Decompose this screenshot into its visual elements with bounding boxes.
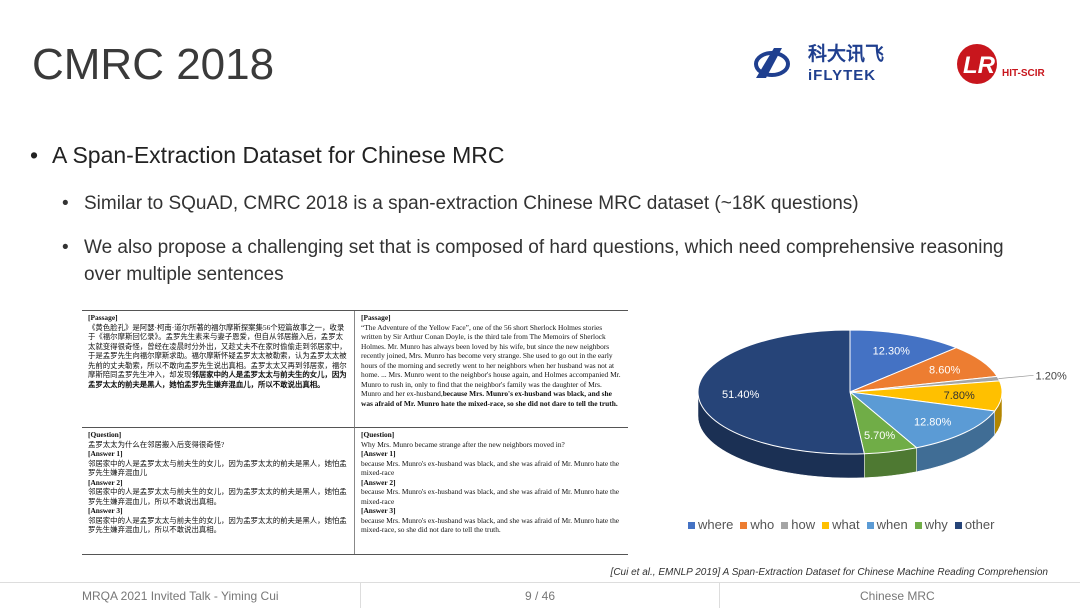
pie-tops [697,329,1003,455]
example-table: [Passage] 《黄色脸孔》是阿瑟·柯南·道尔所著的福尔摩斯探案集56个短篇故… [82,310,628,555]
answer-text: 邻居家中的人是孟罗太太与前夫生的女儿，因为孟罗太太的前夫是黑人，她怕孟罗先生嫌弃… [88,458,347,478]
logo-text: HIT-SCIR [1002,68,1046,79]
cell-label: [Question] [361,430,395,440]
legend-label: where [698,517,734,532]
table-cell: [Passage] “The Adventure of the Yellow Fa… [355,311,628,427]
legend-item: when [866,517,908,532]
legend-item: what [822,517,860,532]
logo-text: LR [963,52,996,79]
sub-bullet: • We also propose a challenging set that … [62,234,1062,288]
pie-slice [848,391,996,449]
slice-label: 1.20% [1036,370,1067,382]
citation: [Cui et al., EMNLP 2019] A Span-Extracti… [610,567,1048,578]
pie-chart: 12.30% 8.60% 1.20% 7.80% 12.80% 5.70% 51.40% [697,329,1067,479]
cell-text: Why Mrs. Munro became strange after the … [361,439,565,449]
legend-label: when [876,517,908,532]
cell-text: “The Adventure of the Yellow Face”, one … [361,322,621,399]
logo-mark [957,44,997,84]
cell-label: [Question] [88,430,122,440]
legend-swatch [740,522,748,530]
logos: 科大讯飞 iFLYTEK LR HIT-SCIR [754,42,1046,84]
answer-label: [Answer 3] [88,506,123,516]
answer-label: [Answer 1] [361,449,396,459]
legend-label: why [924,517,948,532]
legend-swatch [866,522,874,530]
logo-mark [754,51,790,77]
pie-slice [849,347,998,393]
legend-label: who [750,517,775,532]
table-cell: [Question] 孟罗太太为什么在邻居搬入后变得很奇怪? [Answer 1] 邻… [82,427,355,554]
answer-text: because Mrs. Munro's ex-husband was blac… [361,487,620,506]
answer-label: [Answer 2] [88,477,123,487]
legend-item: where [688,517,733,532]
cell-label: [Passage] [88,313,118,322]
footer-right: Chinese MRC [860,589,935,603]
answer-label: [Answer 1] [88,449,123,459]
legend-item: how [781,517,815,532]
bullet-text: A Span-Extraction Dataset for Chinese MR… [52,142,505,168]
legend-label: what [832,517,860,532]
cell-bold-text: because Mrs. Munro's ex-husband was blac… [361,389,618,408]
legend: where who how what when why other [688,517,994,532]
answer-text: 邻居家中的人是孟罗太太与前夫生的女儿，因为孟罗太太的前夫是黑人，她怕孟罗先生嫌弃… [88,487,347,506]
cell-text: 孟罗太太为什么在邻居搬入后变得很奇怪? [88,439,225,449]
pie-slice [697,329,865,455]
pie-sides [697,391,1003,479]
logo-text: iFLYTEK [808,67,876,84]
bullet-text: Similar to SQuAD, CMRC 2018 is a span-ex… [84,193,859,214]
table-cell: [Passage] 《黄色脸孔》是阿瑟·柯南·道尔所著的福尔摩斯探案集56个短篇故… [82,311,355,428]
legend-item: other [954,517,995,532]
legend-swatch [914,522,922,530]
answer-text: 邻居家中的人是孟罗太太与前夫生的女儿，因为孟罗太太的前夫是黑人，她怕孟罗先生嫌弃… [88,515,347,535]
slice-label: 7.80% [944,390,975,402]
bullet: • A Span-Extraction Dataset for Chinese M… [30,142,505,168]
answer-label: [Answer 2] [361,477,396,487]
legend-label: other [964,517,995,532]
slice-label: 12.30% [873,346,911,358]
cell-label: [Passage] [361,313,391,322]
pie-slice [849,329,958,393]
legend-swatch [822,522,830,530]
slice-label: 5.70% [864,430,895,442]
footer-left: MRQA 2021 Invited Talk - Yiming Cui [82,589,279,603]
cell-bold-text: 邻居家中的人是孟罗太太与前夫生的女儿，因为孟罗太太的前夫是黑人，她怕孟罗先生嫌弃… [88,370,347,389]
slide-title: CMRC 2018 [32,40,275,89]
logo-text: 科大讯飞 [808,42,884,65]
slice-label: 8.60% [929,365,960,377]
answer-text: because Mrs. Munro's ex-husband was blac… [361,515,620,535]
leader-line [998,374,1034,379]
slice-label: 12.80% [914,416,952,428]
legend-swatch [954,522,962,530]
footer: MRQA 2021 Invited Talk - Yiming Cui 9 / … [0,582,1080,608]
footer-center: 9 / 46 [360,583,720,608]
logo-mark [756,48,782,78]
sub-bullet: • Similar to SQuAD, CMRC 2018 is a span-e… [62,190,1062,217]
table-cell: [Question] Why Mrs. Munro became strange … [355,427,628,554]
cell-text: 《黄色脸孔》是阿瑟·柯南·道尔所著的福尔摩斯探案集56个短篇故事之一，收录于《福… [88,322,347,380]
bullet-text: We also propose a challenging set that i… [84,237,1004,285]
slice-label: 51.40% [722,389,760,401]
legend-item: why [914,517,948,532]
legend-label: how [791,517,816,532]
legend-item: who [740,517,774,532]
answer-text: because Mrs. Munro's ex-husband was blac… [361,458,620,478]
answer-label: [Answer 3] [361,506,396,516]
legend-swatch [688,522,695,530]
legend-swatch [781,522,789,530]
